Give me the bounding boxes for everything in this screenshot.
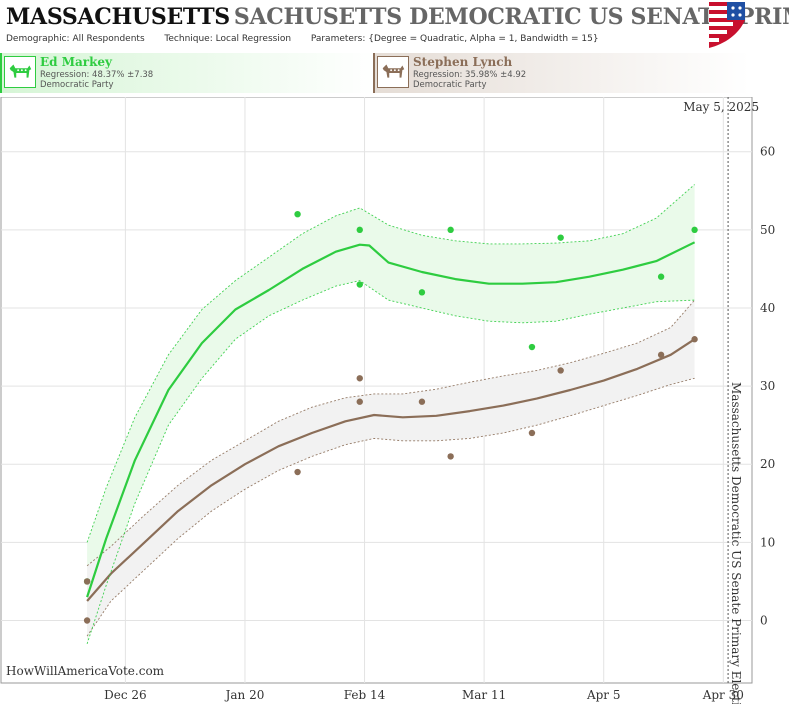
- data-point: [356, 226, 363, 234]
- y-tick-label: 20: [760, 457, 775, 471]
- y-tick-label: 60: [760, 145, 775, 159]
- y-tick-label: 10: [760, 535, 775, 549]
- header: MASSACHUSETTS SACHUSETTS DEMOCRATIC US SE…: [0, 0, 789, 52]
- y-tick-label: 50: [760, 223, 775, 237]
- y-tick-label: 40: [760, 301, 775, 315]
- x-tick-label: Feb 14: [344, 688, 386, 702]
- x-tick-label: Jan 20: [224, 688, 265, 702]
- candidate-regression: Regression: 35.98% ±4.92: [413, 70, 527, 80]
- data-point: [356, 398, 363, 405]
- data-point: [447, 226, 454, 234]
- trend-line: [86, 338, 696, 602]
- lower-bound-line: [86, 377, 695, 637]
- data-point: [691, 336, 698, 343]
- chart-parameters: Demographic: All Respondents Technique: …: [6, 34, 599, 44]
- candidate-party: Democratic Party: [40, 80, 114, 90]
- data-point: [657, 351, 665, 359]
- confidence-band: [87, 300, 695, 637]
- candidate-card-stephen-lynch[interactable]: Stephen Lynch Regression: 35.98% ±4.92 D…: [373, 53, 750, 93]
- technique-label: Technique:: [164, 34, 213, 44]
- candidate-card-ed-markey[interactable]: Ed Markey Regression: 48.37% ±7.38 Democ…: [0, 53, 375, 93]
- title-race: SACHUSETTS DEMOCRATIC US SENATE PRIM: [233, 4, 789, 30]
- candidate-legend: Ed Markey Regression: 48.37% ±7.38 Democ…: [0, 53, 789, 95]
- donkey-icon: [4, 56, 36, 88]
- demographic-label: Demographic:: [6, 34, 70, 44]
- x-tick-label: Mar 11: [462, 688, 506, 702]
- data-point: [418, 398, 426, 405]
- technique-value: Local Regression: [215, 34, 292, 44]
- data-point: [418, 289, 426, 296]
- data-point: [294, 468, 301, 476]
- parameters-value: {Degree = Quadratic, Alpha = 1, Bandwidt…: [368, 34, 599, 44]
- polling-chart: 0 10 20 30 40 50 60 Dec 26 Jan 20 Feb 14 Mar 11 Apr…: [0, 97, 775, 704]
- y-tick-label: 30: [760, 379, 775, 393]
- candidate-name: Stephen Lynch: [413, 55, 513, 69]
- candidate-party: Democratic Party: [413, 80, 487, 90]
- data-point: [528, 429, 536, 437]
- x-tick-label: Apr 5: [586, 688, 621, 702]
- data-point: [83, 578, 91, 585]
- title-state: MASSACHUSETTS: [6, 4, 230, 30]
- x-tick-label: Apr 30: [702, 688, 744, 702]
- donkey-icon: [377, 56, 409, 88]
- trend-line: [86, 241, 696, 598]
- data-point: [691, 226, 698, 234]
- upper-bound-line: [86, 184, 695, 543]
- current-date-label: May 5, 2025: [683, 100, 759, 114]
- y-tick-label: 0: [760, 613, 768, 627]
- demographic-value: All Respondents: [72, 34, 145, 44]
- candidate-name: Ed Markey: [40, 55, 113, 69]
- page-title: MASSACHUSETTS SACHUSETTS DEMOCRATIC US SE…: [6, 4, 789, 30]
- data-point: [528, 343, 536, 351]
- flag-logo-icon: [709, 2, 745, 48]
- data-point: [356, 281, 363, 288]
- candidate-regression: Regression: 48.37% ±7.38: [40, 70, 154, 80]
- confidence-band: [87, 184, 695, 644]
- data-point: [657, 273, 665, 280]
- data-point: [83, 617, 91, 624]
- data-point: [557, 234, 564, 241]
- watermark: HowWillAmericaVote.com: [6, 664, 165, 678]
- x-tick-label: Dec 26: [104, 688, 147, 702]
- data-point: [294, 211, 301, 218]
- data-point: [447, 453, 454, 460]
- election-day-label: Massachusetts Democratic US Senate Prima…: [729, 382, 743, 704]
- parameters-label: Parameters:: [310, 34, 366, 44]
- data-point: [557, 367, 564, 374]
- upper-bound-line: [86, 299, 695, 567]
- data-point: [356, 375, 363, 382]
